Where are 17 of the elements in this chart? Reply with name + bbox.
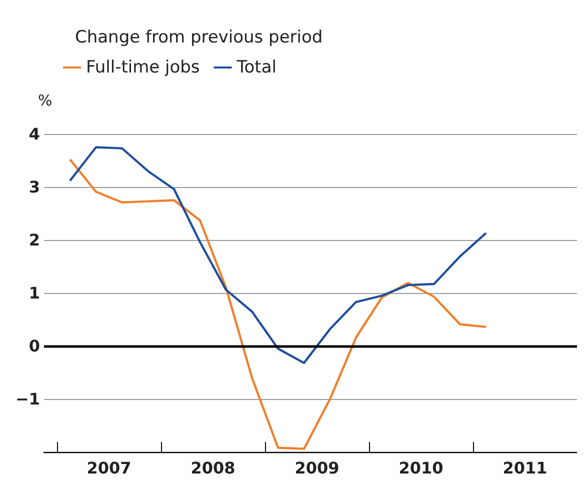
- x-tick-label: 2007: [86, 458, 132, 478]
- line-series: [68, 146, 488, 364]
- y-tick-label: 4: [28, 124, 40, 144]
- x-tick-label: 2009: [294, 458, 340, 478]
- y-tick-label: 2: [28, 230, 40, 250]
- y-tick-label: 0: [28, 336, 40, 356]
- x-tick-label: 2011: [502, 458, 548, 478]
- y-tick-label: 3: [28, 178, 40, 196]
- y-tick-label: −1: [15, 390, 40, 408]
- legend-label: Total: [236, 58, 276, 78]
- y-tick-label: 1: [28, 284, 40, 302]
- x-tick-label: 2008: [190, 458, 236, 478]
- x-tick-label: 2010: [398, 458, 444, 478]
- legend-label: Full-time jobs: [86, 58, 200, 78]
- y-axis-title: %: [38, 92, 52, 110]
- chart-title: Change from previous period: [75, 28, 323, 48]
- line-series: [68, 158, 488, 450]
